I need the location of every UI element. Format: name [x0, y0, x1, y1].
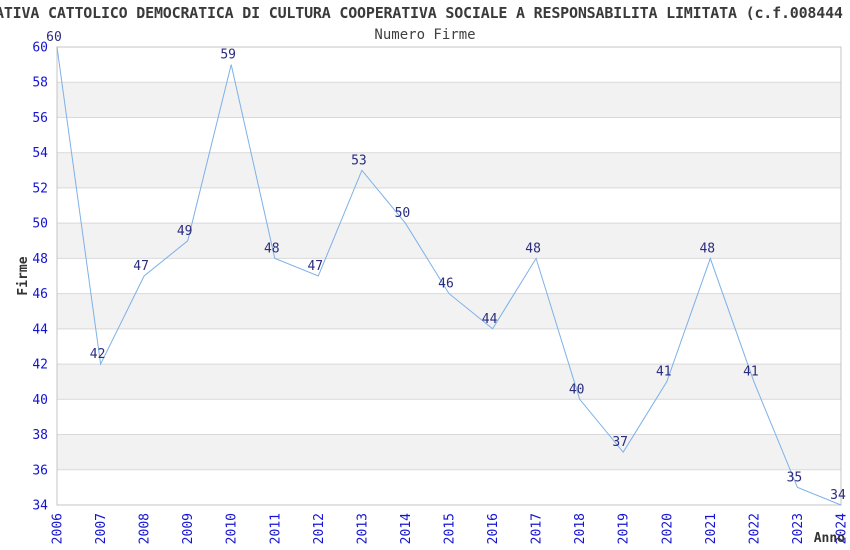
svg-text:60: 60 [32, 41, 48, 56]
svg-text:2017: 2017 [530, 513, 545, 544]
svg-text:53: 53 [351, 153, 367, 168]
svg-text:54: 54 [32, 146, 48, 161]
svg-text:60: 60 [46, 30, 62, 45]
svg-text:2024: 2024 [835, 513, 850, 544]
svg-text:2020: 2020 [660, 513, 675, 544]
svg-text:2022: 2022 [747, 513, 762, 544]
svg-text:2019: 2019 [617, 513, 632, 544]
svg-text:2008: 2008 [138, 513, 153, 544]
svg-text:47: 47 [307, 259, 323, 274]
svg-text:41: 41 [743, 365, 759, 380]
svg-text:37: 37 [612, 435, 628, 450]
svg-text:58: 58 [32, 76, 48, 91]
svg-text:48: 48 [525, 241, 541, 256]
svg-text:2014: 2014 [399, 513, 414, 544]
svg-text:2023: 2023 [791, 513, 806, 544]
svg-text:44: 44 [32, 322, 48, 337]
svg-text:42: 42 [90, 347, 106, 362]
x-tick-labels: 2006 2007 2008 2009 2010 2011 2012 2013 2014 2015… [51, 513, 850, 544]
svg-text:2015: 2015 [443, 513, 458, 544]
chart-title: Numero Firme [374, 27, 476, 43]
svg-text:40: 40 [569, 382, 585, 397]
plot-border [56, 46, 842, 506]
svg-text:48: 48 [699, 241, 715, 256]
svg-text:2009: 2009 [181, 513, 196, 544]
svg-text:40: 40 [32, 393, 48, 408]
svg-text:2013: 2013 [355, 513, 370, 544]
svg-text:2018: 2018 [573, 513, 588, 544]
svg-text:42: 42 [32, 358, 48, 373]
svg-text:2010: 2010 [225, 513, 240, 544]
y-tick-labels: 34 36 38 40 42 44 46 48 50 52 54 56 58 60 [32, 41, 48, 514]
svg-text:2011: 2011 [268, 513, 283, 544]
svg-text:59: 59 [220, 48, 236, 63]
plot-bands [57, 82, 841, 470]
y-axis-label: Firme [16, 256, 31, 296]
svg-text:2006: 2006 [51, 513, 66, 544]
svg-text:49: 49 [177, 224, 193, 239]
svg-text:2016: 2016 [486, 513, 501, 544]
svg-text:35: 35 [787, 470, 803, 485]
svg-text:2012: 2012 [312, 513, 327, 544]
svg-text:2021: 2021 [704, 513, 719, 544]
x-axis-label: Anno [813, 531, 845, 546]
svg-text:48: 48 [264, 241, 280, 256]
svg-text:34: 34 [830, 488, 846, 503]
svg-text:44: 44 [482, 312, 498, 327]
svg-text:52: 52 [32, 181, 48, 196]
svg-text:50: 50 [395, 206, 411, 221]
svg-text:46: 46 [32, 287, 48, 302]
data-line [56, 46, 842, 506]
svg-text:41: 41 [656, 365, 672, 380]
svg-text:34: 34 [32, 499, 48, 514]
svg-text:38: 38 [32, 428, 48, 443]
svg-text:47: 47 [133, 259, 149, 274]
gridlines [57, 81, 841, 471]
svg-text:50: 50 [32, 217, 48, 232]
svg-text:46: 46 [438, 277, 454, 292]
svg-text:48: 48 [32, 252, 48, 267]
svg-text:2007: 2007 [94, 513, 109, 544]
value-labels: 60 42 47 49 59 48 47 53 50 46 44 48 40 37 41 48 41 35 34 [46, 30, 846, 503]
page-title: ATIVA CATTOLICO DEMOCRATICA DI CULTURA C… [0, 4, 843, 22]
svg-text:36: 36 [32, 463, 48, 478]
svg-text:56: 56 [32, 111, 48, 126]
